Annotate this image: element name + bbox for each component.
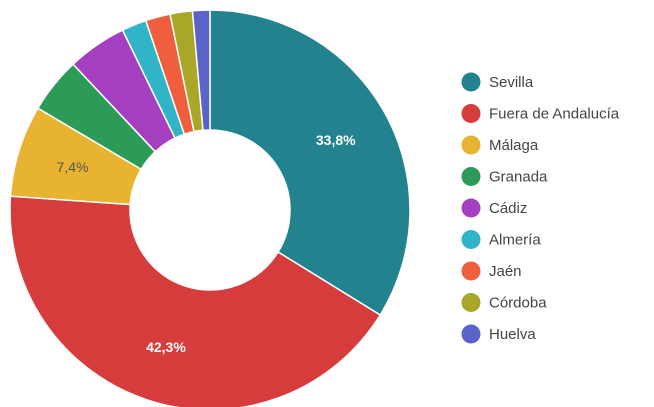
slice-fuera-de-andalucia [9,195,382,407]
legend-label-cadiz: Cádiz [489,200,527,217]
legend-item-cordoba: Córdoba [461,293,547,312]
legend-label-almeria: Almería [489,232,541,249]
slice-huelva [191,9,211,132]
legend-label-malaga: Málaga [489,137,539,154]
legend-label-granada: Granada [489,169,548,186]
legend-item-almeria: Almería [461,230,541,249]
donut-slice-labels: 33,8% 42,3% 7,4% [57,132,357,355]
slice-sevilla [209,9,411,317]
legend-label-jaen: Jaén [489,263,522,280]
legend-swatch-huelva [461,324,481,344]
legend-label-cordoba: Córdoba [489,295,547,312]
legend-swatch-cordoba [461,293,481,312]
legend-item-jaen: Jaén [461,261,522,281]
slice-label-fuera-de-andalucia: 42,3% [146,339,186,355]
legend-item-huelva: Huelva [461,324,536,344]
legend-swatch-almeria [461,230,481,249]
legend-swatch-jaen [461,261,481,281]
legend-item-granada: Granada [461,167,548,186]
legend-item-fuera-de-andalucia: Fuera de Andalucía [461,104,620,123]
legend-item-cadiz: Cádiz [461,198,527,218]
legend-swatch-malaga [461,135,481,155]
legend-swatch-granada [461,167,481,186]
legend-swatch-fuera-de-andalucia [461,104,481,123]
legend-label-fuera-de-andalucia: Fuera de Andalucía [489,106,620,123]
legend-swatch-sevilla [461,72,481,92]
slice-label-sevilla: 33,8% [316,132,356,148]
slice-label-malaga: 7,4% [57,159,89,175]
legend-item-malaga: Málaga [461,135,539,155]
donut-slices [9,9,411,407]
legend-swatch-cadiz [461,198,481,218]
legend-label-huelva: Huelva [489,326,536,343]
legend: Sevilla Fuera de Andalucía Málaga Granada Cá… [461,72,620,344]
legend-label-sevilla: Sevilla [489,74,534,91]
legend-item-sevilla: Sevilla [461,72,534,92]
